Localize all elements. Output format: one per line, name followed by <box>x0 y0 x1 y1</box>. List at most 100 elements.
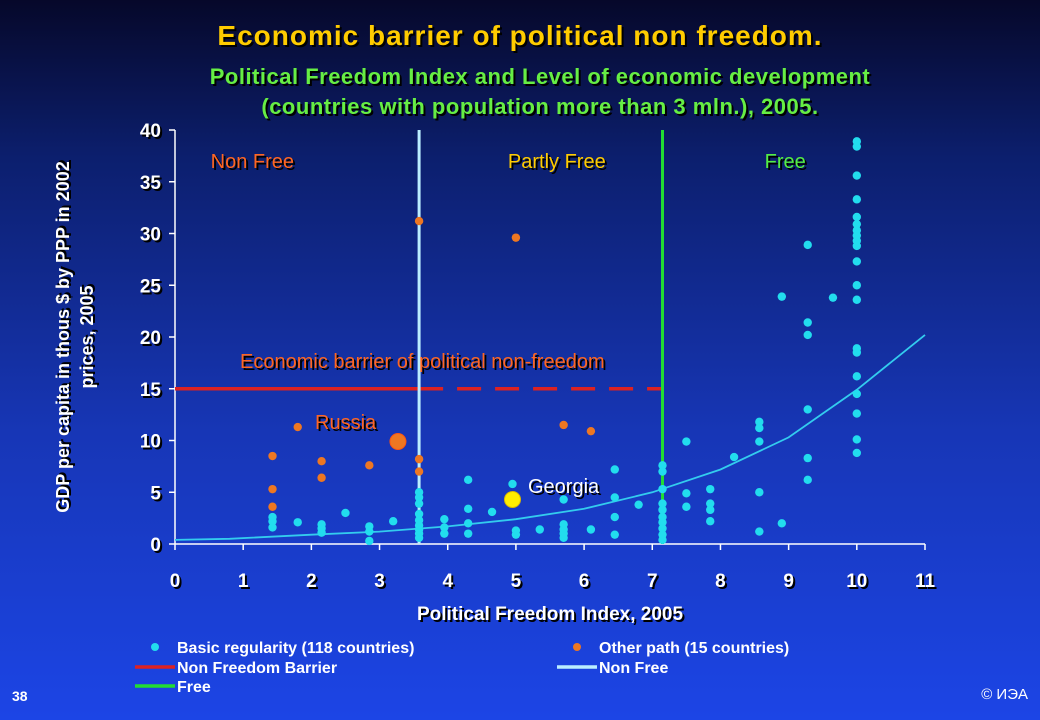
basic-point <box>682 489 691 498</box>
basic-point <box>440 523 449 532</box>
y-axis-label: GDP per capita in thous $ by PPP in 2002… <box>53 159 99 512</box>
slide-number: 38 <box>12 688 28 704</box>
y-tick-label-text: 30 <box>140 225 161 246</box>
copyright-text: © ИЭА <box>981 686 1028 703</box>
x-axis-label-text: Political Freedom Index, 2005 <box>417 604 684 625</box>
basic-point <box>414 533 424 542</box>
georgia-label-text: Georgia <box>528 476 600 498</box>
other-point <box>268 502 277 511</box>
basic-point <box>706 505 715 515</box>
basic-point <box>852 435 862 444</box>
legend-item: Non Free <box>557 660 668 677</box>
legend-item: Non Freedom Barrier <box>135 660 337 677</box>
legend-dot <box>573 643 581 651</box>
basic-point <box>755 527 764 536</box>
basic-point <box>852 295 862 304</box>
basic-point <box>463 475 473 485</box>
subtitle-line-1: Political Freedom Index and Level of eco… <box>209 64 871 89</box>
other-point <box>414 467 424 476</box>
x-tick-label-shadow: 7 <box>649 573 660 594</box>
y-axis-label-line-1: GDP per capita in thous $ by PPP in 2002… <box>53 159 75 512</box>
basic-point <box>852 372 862 381</box>
barrier-label: Economic barrier of political non-freedo… <box>240 351 607 375</box>
zone-label-partly-free-text: Partly Free <box>508 151 606 173</box>
x-tick-label-shadow: 9 <box>785 573 796 594</box>
x-tick-label-text: 6 <box>579 571 590 592</box>
russia-label-shadow: Russia <box>317 414 379 436</box>
basic-point <box>755 437 764 446</box>
y-tick-label-text: 40 <box>140 121 161 142</box>
basic-point <box>828 293 838 302</box>
basic-point <box>777 519 787 528</box>
basic-point <box>463 519 473 528</box>
other-point <box>293 422 302 432</box>
x-tick-label-shadow: 1 <box>240 573 251 594</box>
basic-point <box>706 499 715 508</box>
basic-point <box>706 484 715 494</box>
y-tick-label-text: 15 <box>140 380 162 401</box>
basic-point <box>559 495 568 504</box>
basic-point <box>463 529 473 538</box>
basic-point <box>610 465 619 474</box>
basic-point <box>658 535 667 545</box>
basic-point <box>852 219 862 229</box>
other-point <box>559 420 568 430</box>
legend-label: Non Freedom Barrier <box>177 660 337 677</box>
x-tick-label: 44 <box>442 571 455 594</box>
x-tick-label: 00 <box>170 571 183 594</box>
x-tick-label: 99 <box>783 571 796 594</box>
x-tick-label-text: 11 <box>915 571 936 592</box>
x-tick-label: 77 <box>647 571 660 594</box>
barrier-label-text: Economic barrier of political non-freedo… <box>240 351 605 373</box>
basic-point <box>777 292 787 301</box>
basic-point <box>755 417 764 427</box>
other-point <box>365 461 374 470</box>
basic-point <box>535 525 544 534</box>
x-tick-label: 11 <box>238 571 251 594</box>
basic-point <box>852 142 862 151</box>
basic-point <box>852 281 862 290</box>
x-tick-label-text: 2 <box>306 571 317 592</box>
basic-point <box>658 467 667 476</box>
basic-point <box>610 530 619 539</box>
y-axis-label-line-1-text: GDP per capita in thous $ by PPP in 2002 <box>53 161 73 512</box>
zone-label-non-free-text: Non Free <box>211 151 294 173</box>
basic-point <box>317 528 326 537</box>
basic-point <box>852 195 862 204</box>
zone-label-non-free-shadow: Non Free <box>213 153 296 175</box>
y-tick-label-shadow: 25 <box>142 278 164 299</box>
x-tick-label-text: 7 <box>647 571 658 592</box>
basic-point <box>852 171 862 180</box>
x-tick-label: 33 <box>374 571 387 594</box>
y-axis-label-line-2-shadow: prices, 2005 <box>79 283 99 386</box>
y-tick-label-text: 10 <box>140 432 161 453</box>
basic-point <box>440 529 449 538</box>
legend-item: Other path (15 countries) <box>573 640 789 657</box>
basic-point <box>658 499 667 508</box>
x-tick-label-text: 5 <box>511 571 522 592</box>
y-tick-label-shadow: 10 <box>142 434 163 455</box>
basic-point <box>268 517 277 526</box>
y-tick-label-shadow: 40 <box>142 123 163 144</box>
zone-label-partly-free-shadow: Partly Free <box>510 153 608 175</box>
basic-point <box>803 453 812 463</box>
y-tick-label-shadow: 30 <box>142 227 163 248</box>
x-tick-label: 22 <box>306 571 319 594</box>
basic-point <box>365 536 374 546</box>
basic-point <box>658 524 667 533</box>
x-tick-label-text: 1 <box>238 571 249 592</box>
x-tick-label-shadow: 11 <box>917 573 938 594</box>
basic-point <box>852 448 862 458</box>
x-tick-label-text: 8 <box>715 571 726 592</box>
basic-point <box>852 348 862 357</box>
legend-label: Other path (15 countries) <box>599 640 789 657</box>
basic-point <box>852 257 862 266</box>
